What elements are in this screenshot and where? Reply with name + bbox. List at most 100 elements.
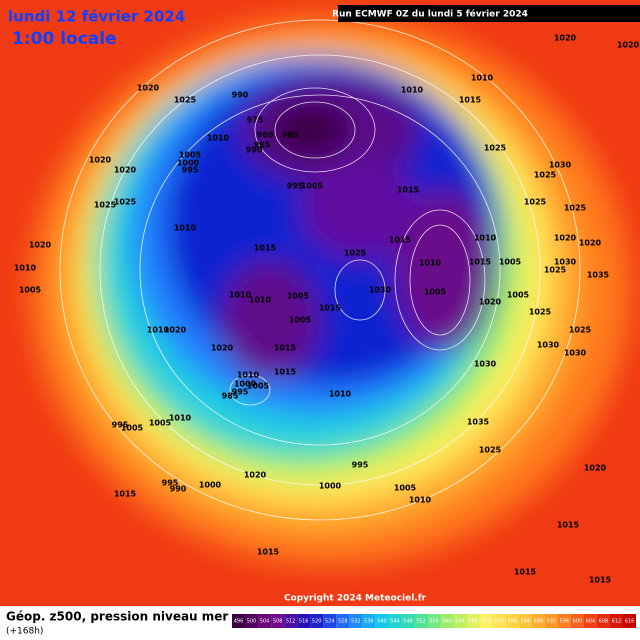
isobar-label: 1010	[419, 259, 442, 268]
isobar-label: 995	[162, 479, 179, 488]
colorbar-label: 580	[507, 619, 517, 625]
isobar-label: 980	[282, 131, 299, 140]
colorbar-label: 616	[625, 619, 635, 625]
isobar-label: 1030	[369, 286, 392, 295]
isobar-label: 990	[246, 146, 263, 155]
isobar-label: 1010	[14, 264, 37, 273]
colorbar-cell	[557, 614, 571, 628]
isobar-label: 1020	[554, 234, 577, 243]
isobar-label: 1030	[564, 349, 587, 358]
isobar-label: 1015	[589, 576, 612, 585]
colorbar-label: 568	[468, 619, 478, 625]
isobar-label: 1005	[287, 292, 310, 301]
isobar-label: 1020	[137, 84, 160, 93]
isobar-label: 1015	[459, 96, 482, 105]
isobar-label: 1000	[319, 482, 342, 491]
isobar-label: 985	[222, 392, 239, 401]
isobar-label: 1000	[177, 159, 200, 168]
isobar-label: 1005	[394, 484, 417, 493]
isobar-label: 995	[352, 461, 369, 470]
isobar-label: 1015	[114, 490, 137, 499]
forecast-time: 1:00 locale	[12, 29, 117, 49]
colorbar-cell	[258, 614, 272, 628]
isobar-label: 1015	[319, 304, 342, 313]
isobar-label: 1035	[467, 418, 490, 427]
colorbar-cell	[245, 614, 259, 628]
colorbar-cell	[596, 614, 610, 628]
colorbar-label: 524	[325, 619, 335, 625]
colorbar-label: 552	[416, 619, 426, 625]
run-info: Run ECMWF 0Z du lundi 5 février 2024	[332, 9, 528, 20]
colorbar-cell	[401, 614, 415, 628]
isobar-label: 1010	[329, 390, 352, 399]
colorbar-label: 560	[442, 619, 452, 625]
isobar-label: 1025	[114, 198, 137, 207]
colorbar-cell	[479, 614, 493, 628]
isobar-label: 1020	[244, 471, 267, 480]
colorbar-cell	[271, 614, 285, 628]
isobar-label: 1010	[169, 414, 192, 423]
isobar-label: 1020	[617, 41, 640, 50]
colorbar-cell	[336, 614, 350, 628]
isobar-label: 1010	[207, 134, 230, 143]
colorbar-label: 540	[377, 619, 387, 625]
isobar-label: 1010	[409, 496, 432, 505]
isobar-label: 1020	[554, 34, 577, 43]
isobar-label: 1020	[211, 344, 234, 353]
isobar-label: 990	[170, 485, 187, 494]
isobar-label: 985	[254, 141, 271, 150]
colorbar-label: 516	[299, 619, 309, 625]
isobar-label: 995	[182, 166, 199, 175]
colorbar-cell	[609, 614, 623, 628]
isobar-label: 1025	[524, 198, 547, 207]
colorbar-cell	[492, 614, 506, 628]
colorbar-label: 564	[455, 619, 465, 625]
colorbar-label: 508	[273, 619, 283, 625]
forecast-date: lundi 12 février 2024	[8, 8, 185, 26]
isobar-label: 1025	[344, 249, 367, 258]
colorbar-label: 528	[338, 619, 348, 625]
colorbar-cell	[544, 614, 558, 628]
isobar-label: 1005	[289, 316, 312, 325]
colorbar-label: 536	[364, 619, 374, 625]
copyright: Copyright 2024 Meteociel.fr	[284, 594, 427, 604]
isobar-label: 1030	[537, 341, 560, 350]
isobar-label: 1015	[274, 368, 297, 377]
colorbar-cell	[622, 614, 636, 628]
colorbar-label: 584	[520, 619, 530, 625]
footer-title: Géop. z500, pression niveau mer	[6, 610, 228, 624]
colorbar-label: 500	[247, 619, 257, 625]
isobar-label: 1020	[579, 239, 602, 248]
isobar-label: 990	[232, 91, 249, 100]
isobar-label: 1025	[94, 201, 117, 210]
colorbar-label: 592	[547, 619, 557, 625]
isobar-label: 975	[247, 116, 264, 125]
isobar-label: 1020	[29, 241, 52, 250]
colorbar-cell	[388, 614, 402, 628]
colorbar-label: 600	[573, 619, 583, 625]
colorbar-label: 612	[612, 619, 622, 625]
colorbar-cell	[323, 614, 337, 628]
isobar-label: 1025	[534, 171, 557, 180]
colorbar-cell	[284, 614, 298, 628]
isobar-label: 1005	[19, 286, 42, 295]
isobar-label: 1025	[564, 204, 587, 213]
isobar-label: 1025	[479, 446, 502, 455]
isobar-label: 1005	[247, 382, 270, 391]
colorbar-label: 608	[599, 619, 609, 625]
colorbar-label: 512	[286, 619, 296, 625]
isobar-label: 1010	[401, 86, 424, 95]
colorbar-label: 496	[234, 619, 244, 625]
isobar-label: 1010	[237, 371, 260, 380]
isobar-label: 1010	[249, 296, 272, 305]
colorbar-cell	[362, 614, 376, 628]
colorbar-cell	[505, 614, 519, 628]
run-box	[338, 5, 640, 22]
isobar-label: 1010	[474, 234, 497, 243]
colorbar-label: 532	[351, 619, 361, 625]
isobar-label: 1005	[121, 424, 144, 433]
isobar-label: 1005	[499, 258, 522, 267]
colorbar-cell	[310, 614, 324, 628]
